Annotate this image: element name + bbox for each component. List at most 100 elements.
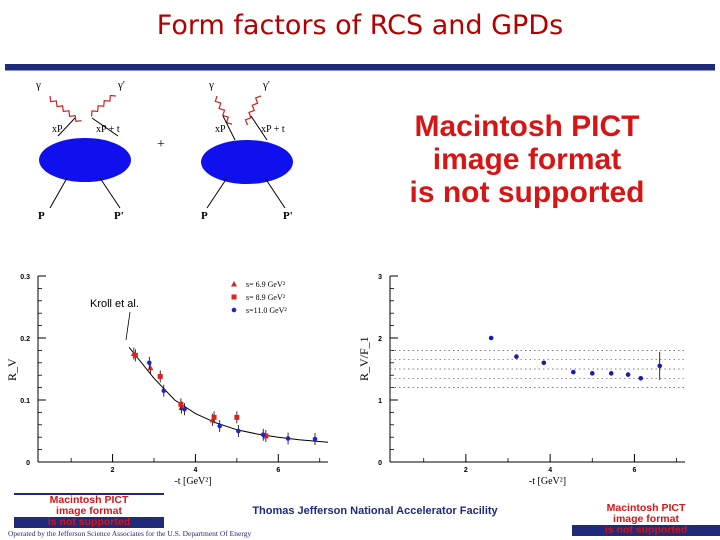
xp-label: xP: [52, 124, 63, 135]
proton-out-line: [264, 177, 286, 209]
xp-label: xP: [215, 124, 226, 135]
gpd-blob: [39, 138, 131, 182]
footer-operator: Operated by the Jefferson Science Associ…: [8, 529, 252, 538]
data-point-triangle: [147, 364, 154, 371]
data-point-circle: [231, 307, 237, 313]
model-curve: [128, 346, 329, 443]
y-tick-label: 1: [378, 398, 382, 405]
proton-in-line: [206, 177, 228, 209]
plus-sign: +: [157, 137, 165, 152]
data-point-circle: [236, 428, 241, 434]
data-point-square: [231, 294, 237, 300]
quark-line-left: [222, 115, 236, 141]
p-out-label: P': [114, 210, 124, 222]
data-point-circle: [608, 371, 614, 376]
y-tick-label: 3: [378, 274, 382, 281]
y-tick-label: 2: [378, 336, 382, 343]
data-point-square: [234, 414, 240, 420]
data-point-circle: [589, 371, 595, 376]
legend-entry: s= 6.9 GeV²: [246, 280, 286, 289]
gamma-in-label: γ: [208, 79, 214, 91]
gamma-out-label: γ': [117, 79, 125, 91]
y-tick-label: 0.2: [20, 336, 30, 343]
x-tick-label: 6: [632, 467, 636, 474]
data-point-circle: [638, 376, 644, 381]
chart-rv-over-f1: 0 1 2 3 2 4 6 -t [GeV²] R_V/F_1: [357, 274, 685, 487]
pict-line-2: image format: [56, 505, 122, 517]
data-point-square: [178, 401, 184, 407]
slide-title: Form factors of RCS and GPDs: [156, 10, 564, 41]
photon-in-right: [214, 95, 233, 125]
p-in-label: P: [201, 210, 208, 222]
pict-line-1: Macintosh PICT: [49, 494, 129, 506]
data-point-circle: [146, 360, 152, 366]
pict-placeholder-left: Macintosh PICT image format is not suppo…: [14, 493, 164, 528]
handbag-diagrams: γ γ' xP xP + t P P' + γ γ' xP xP + t P P…: [35, 79, 293, 222]
data-point-square: [132, 352, 138, 358]
pict-line-3: is not supported: [14, 517, 164, 528]
p-in-label: P: [38, 210, 45, 222]
data-point-circle: [657, 363, 663, 369]
diagram-right: γ γ' xP xP + t P P': [201, 79, 293, 222]
quark-line-right: [91, 117, 119, 137]
data-point-circle: [285, 436, 291, 441]
footer-talk-info: Wide Angle Compton Scattering, June 13, …: [576, 531, 700, 537]
data-point-square: [157, 373, 163, 379]
pict-line-2: image format: [613, 513, 679, 525]
y-tick-label: 0.1: [20, 398, 30, 405]
quark-line-left: [57, 117, 76, 137]
pict-line-2: image format: [432, 143, 622, 176]
data-point-circle: [161, 388, 167, 393]
x-tick-label: 4: [193, 467, 197, 474]
y-tick-label: 0.3: [20, 274, 30, 281]
gamma-out-label: γ': [262, 79, 270, 91]
data-point-square: [211, 414, 217, 420]
x-axis-label: -t [GeV²]: [174, 476, 211, 487]
title-rule: [5, 64, 715, 71]
pict-line-3: is not supported: [572, 525, 720, 536]
y-axis-label: R_V: [8, 358, 19, 381]
x-tick-label: 6: [276, 467, 280, 474]
xpt-label: xP + t: [261, 124, 285, 135]
proton-out-line: [99, 177, 121, 209]
legend-entry: s=11.0 GeV²: [246, 306, 287, 315]
data-point-circle: [217, 423, 223, 429]
pict-placeholder-right: Macintosh PICT image format is not suppo…: [572, 502, 720, 536]
proton-in-line: [49, 177, 68, 209]
diagram-left: γ γ' xP xP + t P P': [35, 79, 131, 222]
xpt-label: xP + t: [96, 124, 120, 135]
data-point-circle: [182, 407, 187, 412]
y-tick-label: 0: [26, 460, 30, 467]
photon-in-left: [49, 95, 82, 122]
annotation-arrow: [125, 311, 131, 341]
data-point-circle: [514, 354, 519, 359]
pict-line-3: is not supported: [409, 176, 645, 209]
x-tick-label: 2: [464, 467, 468, 474]
footer-lab-name: Thomas Jefferson National Accelerator Fa…: [252, 505, 498, 517]
data-point-circle: [625, 372, 631, 377]
pict-placeholder: Macintosh PICT image format is not suppo…: [362, 112, 692, 214]
y-axis-label: R_V/F_1: [357, 336, 371, 381]
data-point-circle: [571, 369, 576, 375]
y-tick-label: 0: [378, 460, 382, 467]
data-point-circle: [312, 436, 318, 442]
legend-entry: s= 8.9 GeV²: [246, 293, 286, 302]
data-point-circle: [260, 432, 266, 438]
pict-line-1: Macintosh PICT: [606, 502, 686, 514]
p-out-label: P': [283, 210, 293, 222]
x-tick-label: 2: [111, 467, 115, 474]
pict-line-1: Macintosh PICT: [414, 110, 640, 143]
data-point-circle: [541, 360, 547, 366]
data-point-square: [263, 433, 269, 439]
chart-rv: 0 0.1 0.2 0.3 2 4 6 -t [GeV²] R_V Kroll et al. s= …: [8, 274, 329, 487]
data-point-circle: [488, 335, 494, 341]
gamma-in-label: γ: [35, 79, 41, 91]
gpd-blob: [201, 140, 293, 184]
x-axis-label: -t [GeV²]: [529, 476, 566, 487]
annotation-kroll: Kroll et al.: [90, 298, 139, 310]
x-tick-label: 4: [548, 467, 552, 474]
photon-out-right: [244, 95, 262, 126]
photon-out-left: [90, 94, 117, 117]
quark-line-right: [250, 115, 268, 141]
data-point-triangle: [231, 281, 237, 287]
